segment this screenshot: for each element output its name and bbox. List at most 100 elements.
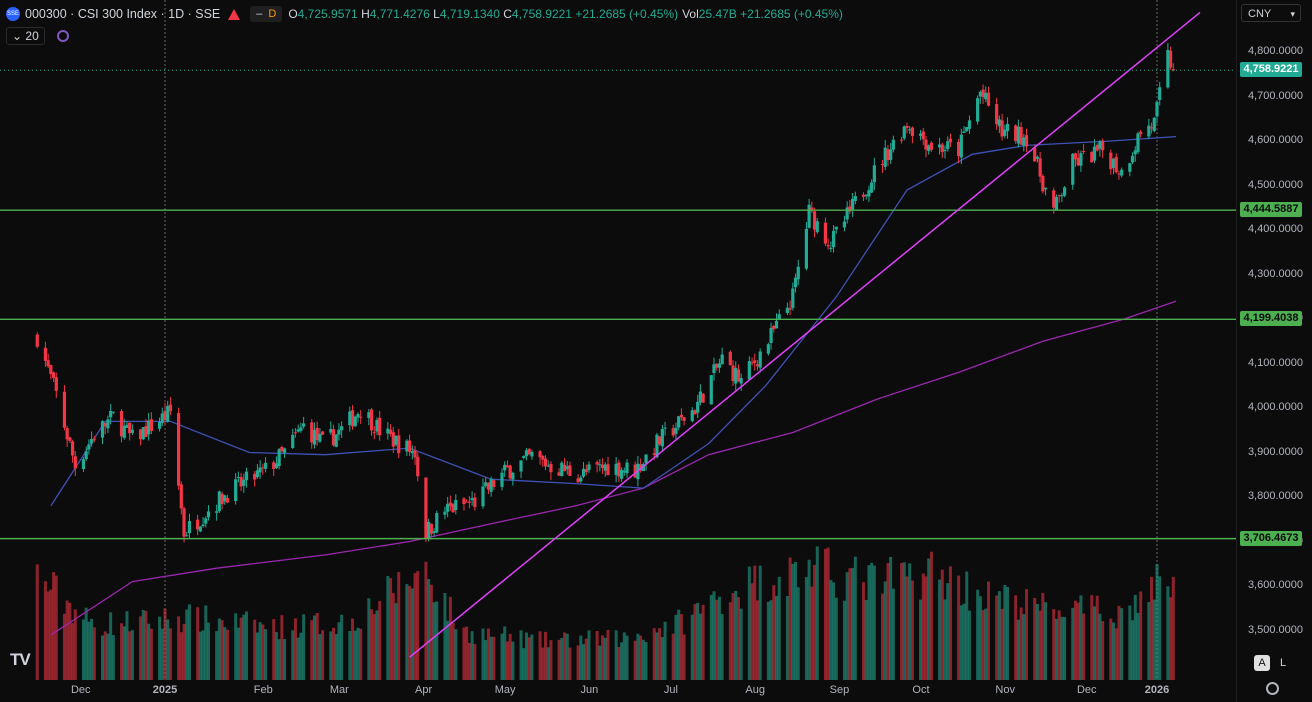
- candle-body: [981, 89, 985, 98]
- mode-pill[interactable]: – D: [250, 6, 283, 22]
- volume-bar: [1133, 594, 1137, 680]
- candle-body: [644, 454, 648, 464]
- ma-200-line: [50, 300, 1177, 636]
- horizontal-levels[interactable]: [0, 209, 1236, 540]
- candle-body: [693, 410, 697, 415]
- candle-body: [1052, 190, 1056, 208]
- candle-body: [128, 422, 132, 434]
- log-scale-button[interactable]: L: [1279, 657, 1287, 669]
- candle-body: [753, 360, 757, 363]
- volume-bar: [644, 642, 648, 680]
- volume-bar: [976, 589, 980, 680]
- volume-bar: [1082, 613, 1086, 680]
- volume-bar: [1171, 576, 1175, 680]
- candle-body: [557, 472, 561, 476]
- candle-body: [1071, 153, 1075, 185]
- volume-bar: [1052, 609, 1056, 680]
- candle-body: [1043, 187, 1048, 190]
- volume-bar: [87, 621, 91, 680]
- symbol-legend: SSE 000300 · CSI 300 Index · 1D · SSE – …: [6, 5, 843, 23]
- gear-icon[interactable]: [1266, 682, 1279, 695]
- volume-bar: [660, 637, 664, 680]
- price-chart[interactable]: [0, 0, 1236, 680]
- candle-body: [750, 362, 754, 364]
- candle-body: [429, 523, 433, 534]
- volume-bar: [807, 559, 811, 680]
- price-axis[interactable]: 4,800.0000 4,700.0000 4,600.0000 4,500.0000…: [1236, 0, 1312, 702]
- volume-bar: [122, 626, 126, 680]
- volume-bar: [755, 600, 759, 680]
- candle-body: [943, 150, 947, 152]
- candle-body: [424, 477, 428, 540]
- candle-body: [1016, 126, 1020, 144]
- volume-bar: [84, 607, 88, 680]
- volume-bar: [470, 631, 474, 680]
- candle-body: [467, 501, 471, 503]
- volume-bar: [264, 629, 268, 680]
- volume-bar: [652, 628, 656, 680]
- close-value: 4,758.9221: [511, 7, 572, 21]
- candle-body: [622, 470, 626, 473]
- volume-bar: [427, 579, 431, 680]
- volume-bar: [769, 600, 773, 680]
- candle-body: [1035, 156, 1040, 159]
- candle-body: [565, 466, 569, 470]
- candle-body: [258, 467, 262, 473]
- candle-body: [1109, 152, 1113, 170]
- price-tick-label: 4,800.0000: [1247, 45, 1303, 57]
- chart-area[interactable]: [0, 0, 1236, 680]
- candle-body: [263, 462, 268, 469]
- volume-bar: [788, 557, 792, 680]
- volume-bar: [1073, 600, 1077, 680]
- candle-body: [261, 467, 265, 469]
- volume-bar: [595, 630, 599, 680]
- volume-bar: [144, 610, 148, 680]
- indicator-collapse-button[interactable]: ⌄ 20: [6, 27, 45, 45]
- candle-body: [1171, 69, 1175, 71]
- volume-bar: [508, 633, 512, 680]
- candle-body: [959, 134, 963, 158]
- close-key: C: [503, 7, 512, 21]
- volume-bar: [861, 582, 865, 680]
- candle-body: [663, 427, 667, 429]
- volume-bar: [177, 616, 181, 680]
- symbol-title[interactable]: 000300 · CSI 300 Index · 1D · SSE: [25, 7, 221, 21]
- volume-bar: [52, 572, 56, 680]
- volume-bar: [90, 618, 94, 680]
- volume-bar: [443, 593, 447, 680]
- candle-body: [1136, 133, 1140, 153]
- volume-bar: [766, 601, 770, 680]
- candle-body: [35, 334, 39, 347]
- indicator-settings-icon[interactable]: [56, 30, 69, 42]
- volume-bar: [940, 569, 944, 680]
- candle-body: [655, 434, 659, 458]
- volume-bar: [715, 599, 719, 680]
- candle-body: [984, 92, 988, 100]
- candle-body: [378, 417, 382, 436]
- currency-select[interactable]: CNY ▾: [1241, 4, 1301, 22]
- candle-body: [49, 365, 53, 374]
- volume-bar: [397, 571, 401, 680]
- volume-bar: [826, 547, 830, 680]
- last-price-label: 4,758.9221: [1240, 62, 1302, 78]
- volume-bar: [984, 608, 988, 680]
- volume-bar: [302, 614, 306, 680]
- volume-bar: [948, 566, 952, 680]
- trend-line[interactable]: [409, 11, 1201, 658]
- volume-bar: [111, 635, 115, 680]
- volume-bar: [1035, 604, 1039, 680]
- volume-bar: [332, 627, 336, 680]
- candle-body: [522, 456, 526, 458]
- candle-body: [280, 447, 284, 452]
- volume-bar: [201, 630, 205, 680]
- candle-body: [538, 451, 542, 458]
- auto-scale-button[interactable]: A: [1254, 655, 1270, 671]
- volume-bar: [226, 629, 230, 680]
- time-tick-label: Jun: [580, 684, 599, 696]
- volume-bar: [1150, 576, 1154, 680]
- candle-body: [484, 482, 488, 487]
- candle-body: [1152, 117, 1156, 131]
- candle-body: [473, 497, 477, 508]
- tradingview-logo-icon[interactable]: TV: [10, 650, 31, 669]
- volume-bar: [943, 599, 947, 680]
